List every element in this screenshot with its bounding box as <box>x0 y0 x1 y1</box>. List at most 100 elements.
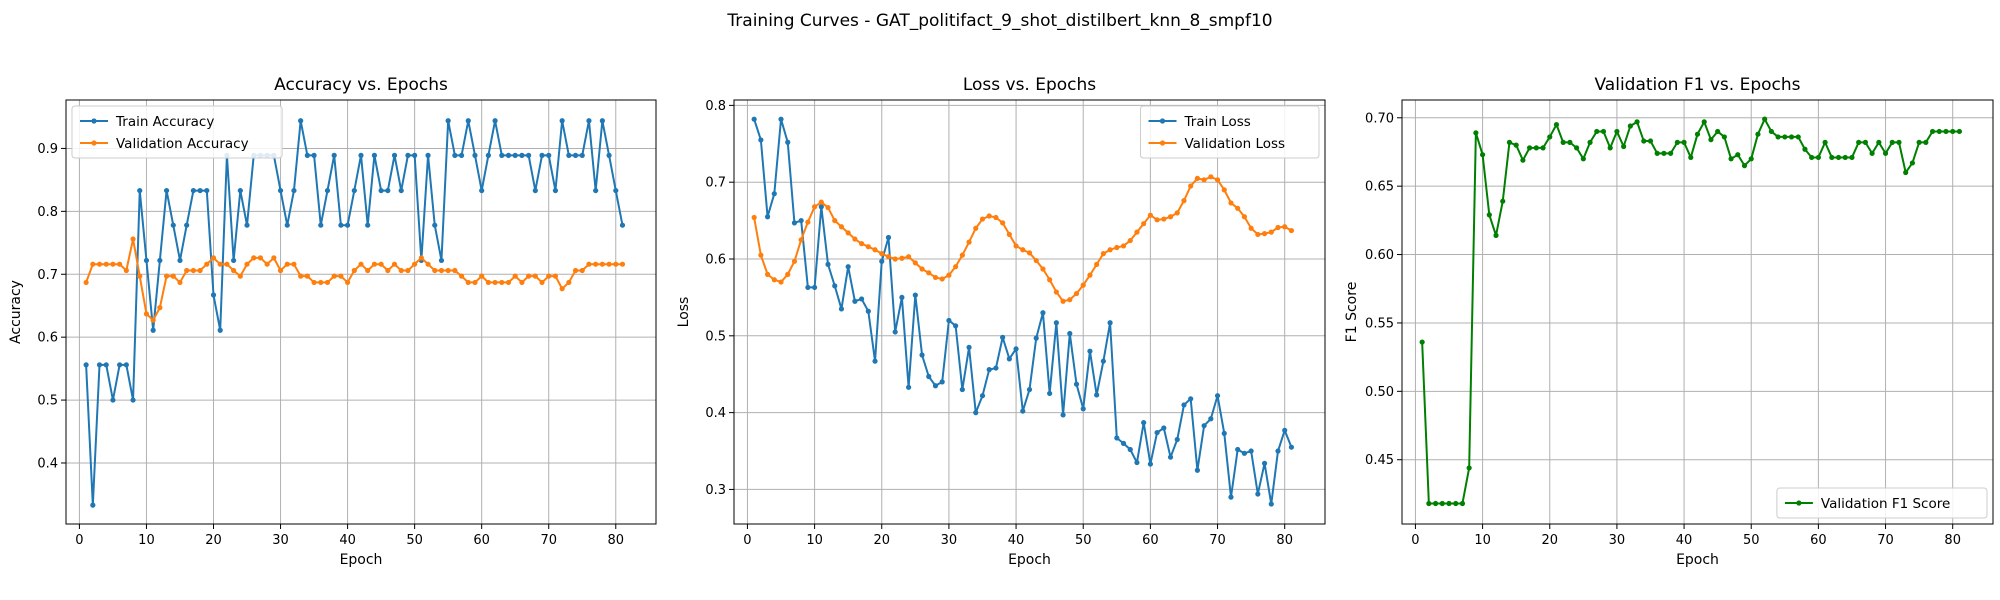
chart2-series-train-loss <box>751 116 1295 507</box>
chart2-point-train-loss <box>1080 406 1086 412</box>
chart1-point-train-accuracy <box>425 152 431 158</box>
chart3-point-validation-f1-score <box>1614 128 1620 135</box>
chart2-point-validation-loss <box>865 244 871 250</box>
chart2-point-train-loss <box>785 139 791 145</box>
chart1-point-train-accuracy <box>432 222 438 228</box>
chart2-point-validation-loss <box>953 264 959 270</box>
chart1-point-validation-accuracy <box>143 311 150 317</box>
chart3-point-validation-f1-score <box>1493 232 1499 239</box>
chart1-point-train-accuracy <box>465 118 471 124</box>
chart2-point-validation-loss <box>1201 177 1207 183</box>
chart2-point-train-loss <box>1047 390 1053 397</box>
chart3-point-validation-f1-score <box>1621 143 1627 150</box>
chart3-point-validation-f1-score <box>1936 128 1942 135</box>
chart3-point-validation-f1-score <box>1815 154 1821 161</box>
chart1-point-validation-accuracy <box>378 261 384 267</box>
chart3-point-validation-f1-score <box>1668 150 1674 156</box>
chart3-panel: Validation F1 vs. Epochs 0 10 20 30 40 50 60 70 8… <box>1344 75 1994 568</box>
chart2-point-validation-loss <box>1053 289 1059 295</box>
chart2-ytick-label: 0.8 <box>705 99 726 114</box>
chart1-point-validation-accuracy <box>271 255 277 261</box>
chart1-point-train-accuracy <box>284 222 290 228</box>
chart2-point-train-loss <box>859 296 865 302</box>
chart3-point-validation-f1-score <box>1500 198 1506 204</box>
chart2-point-validation-loss <box>1080 282 1086 288</box>
chart2-legend-label: Train Loss <box>1184 114 1251 130</box>
chart1-point-validation-accuracy <box>251 255 257 261</box>
chart1-xtick-label: 30 <box>272 533 289 548</box>
chart1-point-train-accuracy <box>96 362 103 368</box>
chart2-point-validation-loss <box>1000 220 1006 226</box>
chart1-legend-label: Train Accuracy <box>115 114 214 130</box>
chart1-point-train-accuracy <box>150 327 156 333</box>
chart1-point-train-accuracy <box>324 187 331 194</box>
chart1-point-train-accuracy <box>599 118 605 124</box>
chart2-point-train-loss <box>751 116 757 122</box>
chart1-point-train-accuracy <box>391 152 398 158</box>
chart2-point-validation-loss <box>1013 243 1019 249</box>
chart1-point-validation-accuracy <box>157 305 163 311</box>
chart2-point-validation-loss <box>1147 212 1153 218</box>
chart3-point-validation-f1-score <box>1782 134 1788 140</box>
chart1-point-train-accuracy <box>237 187 243 194</box>
chart1-xtick-label: 0 <box>75 533 83 548</box>
chart1-point-train-accuracy <box>304 152 310 158</box>
chart2-point-validation-loss <box>1100 251 1106 257</box>
chart1-point-train-accuracy <box>351 187 357 194</box>
chart1-series-validation-accuracy <box>83 236 626 323</box>
chart1-point-validation-accuracy <box>123 267 129 274</box>
chart1-point-validation-accuracy <box>277 267 284 274</box>
chart2-point-train-loss <box>825 261 831 267</box>
chart3-point-validation-f1-score <box>1647 138 1654 144</box>
chart2-point-train-loss <box>1000 334 1006 340</box>
chart2-point-train-loss <box>798 217 804 224</box>
chart1-point-validation-accuracy <box>512 273 518 279</box>
chart1-point-train-accuracy <box>485 152 491 158</box>
chart3-point-validation-f1-score <box>1835 154 1842 161</box>
chart3-point-validation-f1-score <box>1486 212 1492 218</box>
chart1-point-validation-accuracy <box>405 267 411 274</box>
chart1-point-validation-accuracy <box>438 267 445 274</box>
chart3-point-validation-f1-score <box>1580 156 1586 162</box>
chart2-point-validation-loss <box>939 276 945 282</box>
chart3-xtick-label: 80 <box>1944 533 1961 548</box>
chart2-point-train-loss <box>966 344 972 350</box>
chart1-point-train-accuracy <box>505 152 512 158</box>
chart1-point-train-accuracy <box>452 152 458 158</box>
chart1-point-train-accuracy <box>157 257 163 264</box>
chart2-point-validation-loss <box>892 256 898 262</box>
chart2-point-validation-loss <box>1208 174 1214 180</box>
chart2-point-validation-loss <box>919 266 925 272</box>
chart2-point-train-loss <box>771 191 777 197</box>
chart1-point-validation-accuracy <box>304 273 310 279</box>
chart2-point-train-loss <box>1147 461 1153 467</box>
chart3-point-validation-f1-score <box>1654 150 1660 156</box>
chart3-point-validation-f1-score <box>1527 145 1533 151</box>
chart2-legend: Train Loss Validation Loss <box>1140 105 1320 159</box>
chart1-point-validation-accuracy <box>170 273 176 279</box>
chart2-point-train-loss <box>838 306 845 312</box>
chart2-point-train-loss <box>805 284 811 291</box>
chart2-point-validation-loss <box>1107 247 1113 253</box>
chart1-point-train-accuracy <box>572 152 579 158</box>
chart2-point-train-loss <box>1073 381 1080 387</box>
chart1-ytick-label: 0.9 <box>37 142 58 157</box>
chart2-point-train-loss <box>1114 435 1120 441</box>
chart3-ytick-label: 0.55 <box>1365 316 1394 331</box>
chart1-point-validation-accuracy <box>505 279 512 286</box>
chart2-point-train-loss <box>1013 346 1019 352</box>
chart1-point-validation-accuracy <box>184 267 190 274</box>
chart2-point-validation-loss <box>1282 224 1288 230</box>
chart1-point-train-accuracy <box>130 397 136 403</box>
chart1-point-validation-accuracy <box>83 279 89 286</box>
chart3-xtick-label: 0 <box>1411 533 1419 548</box>
chart2-point-train-loss <box>1214 393 1221 399</box>
chart1-point-train-accuracy <box>458 152 465 158</box>
chart1-point-validation-accuracy <box>586 261 592 267</box>
chart2-point-train-loss <box>1087 348 1093 354</box>
chart3-point-validation-f1-score <box>1594 128 1600 135</box>
chart3-xtick-label: 50 <box>1743 533 1760 548</box>
chart3-point-validation-f1-score <box>1479 152 1486 158</box>
chart1-point-train-accuracy <box>405 152 411 158</box>
